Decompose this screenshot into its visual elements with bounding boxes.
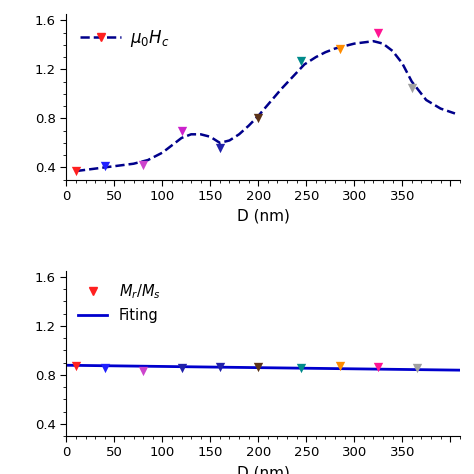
Point bbox=[216, 363, 224, 371]
Point bbox=[408, 84, 416, 91]
X-axis label: D (nm): D (nm) bbox=[237, 465, 290, 474]
Legend: $M_r/M_s$, Fiting: $M_r/M_s$, Fiting bbox=[73, 278, 165, 328]
X-axis label: D (nm): D (nm) bbox=[237, 209, 290, 224]
Point bbox=[336, 45, 344, 52]
Point bbox=[413, 365, 420, 372]
Point bbox=[336, 363, 344, 370]
Point bbox=[216, 144, 224, 152]
Point bbox=[101, 163, 109, 170]
Point bbox=[139, 367, 147, 375]
Point bbox=[374, 29, 382, 36]
Point bbox=[255, 115, 262, 122]
Point bbox=[298, 364, 305, 372]
Legend: $\mu_0 H_c$: $\mu_0 H_c$ bbox=[75, 23, 174, 54]
Point bbox=[72, 362, 80, 369]
Point bbox=[139, 161, 147, 169]
Point bbox=[298, 57, 305, 64]
Point bbox=[255, 364, 262, 371]
Point bbox=[178, 364, 185, 372]
Point bbox=[72, 167, 80, 175]
Point bbox=[374, 363, 382, 371]
Point bbox=[101, 365, 109, 372]
Point bbox=[178, 127, 185, 135]
